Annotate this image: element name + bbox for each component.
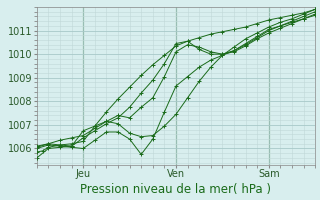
X-axis label: Pression niveau de la mer( hPa ): Pression niveau de la mer( hPa ) [81, 183, 271, 196]
